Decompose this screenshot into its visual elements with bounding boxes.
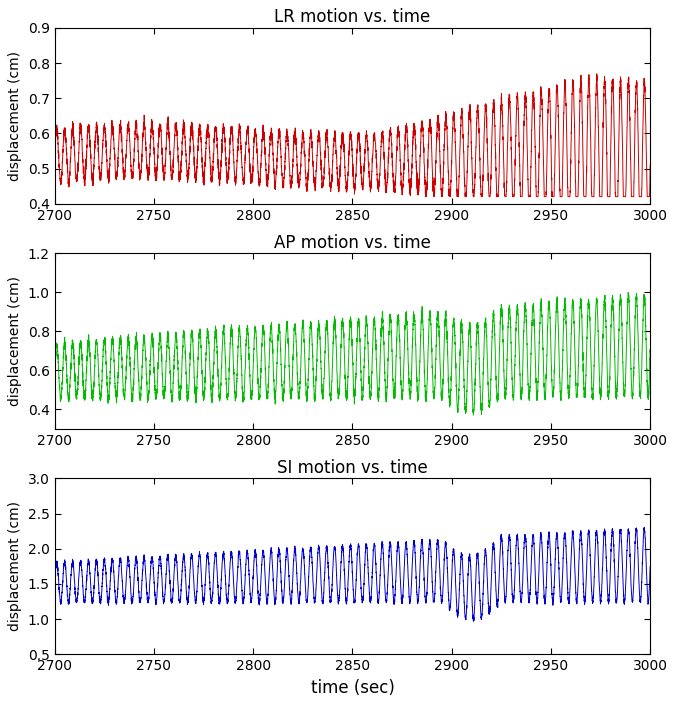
Y-axis label: displacement (cm): displacement (cm) [8, 501, 22, 632]
Title: LR motion vs. time: LR motion vs. time [274, 8, 431, 26]
Title: AP motion vs. time: AP motion vs. time [274, 233, 431, 252]
X-axis label: time (sec): time (sec) [310, 679, 394, 697]
Title: SI motion vs. time: SI motion vs. time [277, 459, 428, 477]
Y-axis label: displacement (cm): displacement (cm) [8, 51, 22, 180]
Y-axis label: displacement (cm): displacement (cm) [8, 276, 22, 406]
